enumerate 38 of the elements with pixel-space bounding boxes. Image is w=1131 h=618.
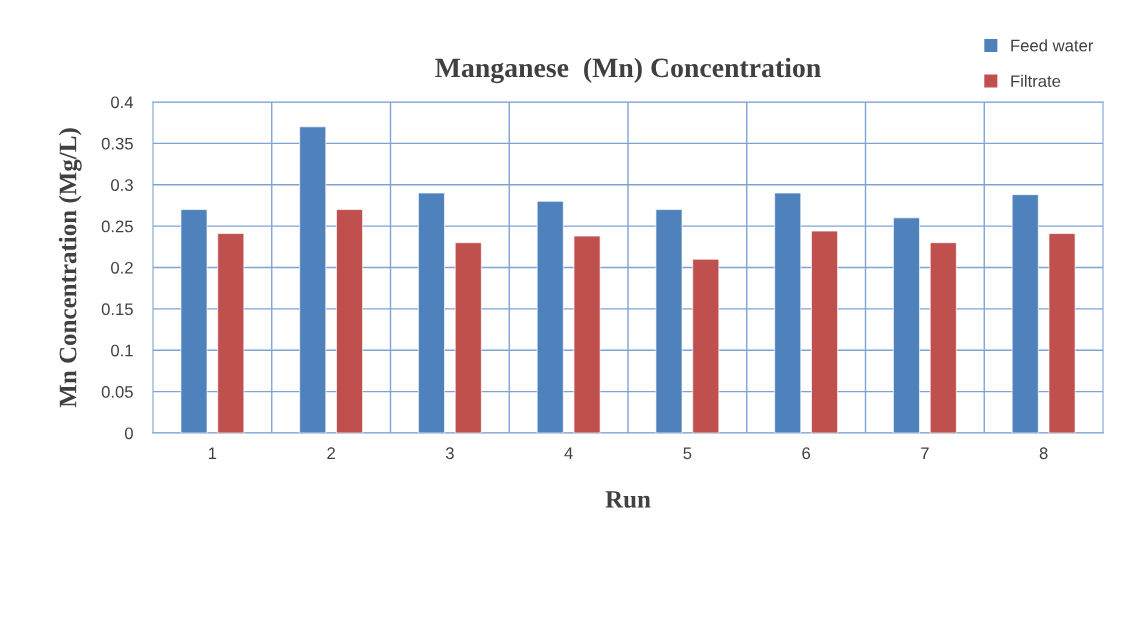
y-tick-label: 0.25 (101, 220, 133, 233)
y-tick-label: 0.3 (111, 179, 133, 191)
x-tick-label: 6 (802, 447, 811, 460)
bar (692, 258, 720, 433)
bar (655, 209, 683, 433)
bar (454, 242, 482, 433)
x-tick-label: 4 (564, 447, 573, 459)
bar (893, 217, 920, 433)
chart-title: Manganese (Mn) Concentration (435, 57, 821, 84)
x-tick-label: 8 (1039, 447, 1048, 460)
legend-label: Filtrate (1011, 74, 1061, 88)
bar (573, 235, 601, 433)
bar (536, 200, 564, 433)
x-tick-label: 3 (445, 447, 454, 460)
y-tick-label: 0.2 (111, 261, 133, 274)
y-tick-label: 0.05 (101, 386, 133, 398)
bar (299, 126, 327, 433)
bar (929, 242, 957, 433)
bar (180, 209, 208, 433)
y-tick-label: 0.15 (101, 303, 133, 316)
bar (418, 192, 445, 433)
y-tick-label: 0.35 (101, 137, 133, 150)
x-tick-label: 2 (327, 447, 335, 459)
x-axis-title: Run (605, 491, 651, 508)
y-tick-label: 0.1 (111, 344, 133, 357)
bar (774, 192, 802, 433)
legend-label: Feed water (1011, 39, 1094, 52)
y-axis-title: Mn Concentration (Mg/L) (58, 128, 82, 408)
x-tick-label: 5 (683, 447, 692, 460)
y-tick-label: 0 (124, 427, 133, 440)
bar (1011, 194, 1039, 433)
bar (217, 233, 245, 433)
x-tick-label: 7 (921, 447, 929, 459)
bar (811, 230, 838, 433)
x-tick-label: 1 (209, 447, 217, 459)
bar (336, 209, 363, 433)
bar (1048, 233, 1076, 433)
y-tick-label: 0.4 (111, 96, 134, 109)
